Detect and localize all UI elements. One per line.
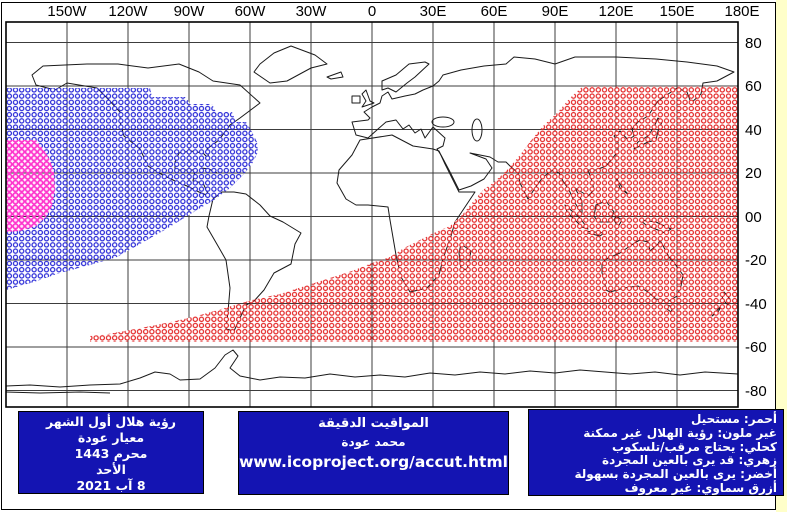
black-sea xyxy=(431,116,455,128)
lat-label: 20 xyxy=(745,165,762,182)
lon-label: 90W xyxy=(173,3,205,20)
lat-label: 40 xyxy=(745,121,762,139)
lon-label: 60W xyxy=(234,3,266,20)
visibility-regions xyxy=(6,86,738,342)
legend-box: أحمر: مستحيل غير ملون: رؤية الهلال غير م… xyxy=(528,409,784,496)
legend-uncolored: غير ملون: رؤية الهلال غير ممكنة xyxy=(583,425,777,440)
antarctica xyxy=(5,349,739,394)
outer-border xyxy=(1,2,776,510)
lon-label: 60E xyxy=(480,3,508,20)
south-america xyxy=(206,191,302,332)
info-month: محرم 1443 xyxy=(74,446,148,461)
legend-red: أحمر: مستحيل xyxy=(690,412,777,426)
right-side-strip xyxy=(776,0,787,512)
lat-label: 60 xyxy=(745,78,762,95)
iceland xyxy=(326,71,344,80)
author-name: محمد عودة xyxy=(341,435,406,449)
region-navy-telescope xyxy=(6,88,258,290)
lon-label: 30W xyxy=(295,3,327,20)
lat-label: -80 xyxy=(745,382,767,400)
legend-skyblue: أزرق سماوي: غير معروف xyxy=(624,480,777,495)
info-weekday: الأحد xyxy=(96,462,126,477)
lon-label: 30E xyxy=(419,3,447,20)
legend-pink: زهري: قد يرى بالعين المجردة xyxy=(602,453,777,468)
legend-navy: كحلي: يحتاج مرقب/تلسكوب xyxy=(611,439,777,454)
region-pink-naked-eye-maybe xyxy=(6,140,55,232)
lat-label: -60 xyxy=(745,339,767,356)
lat-label: -40 xyxy=(745,295,767,313)
region-red-impossible xyxy=(90,86,738,342)
info-title: رؤية هلال أول الشهر xyxy=(46,414,176,429)
lon-label: 90E xyxy=(541,3,569,20)
plot-border xyxy=(5,21,739,408)
lat-label: -20 xyxy=(745,252,767,269)
credit-box: المواقيت الدقيقة محمد عودة www.icoprojec… xyxy=(238,411,509,495)
scandinavia xyxy=(381,61,430,93)
info-date: 8 آب 2021 xyxy=(76,478,146,493)
lon-label: 150W xyxy=(47,3,87,20)
british-isles xyxy=(351,89,375,108)
program-name: المواقيت الدقيقة xyxy=(318,416,429,431)
lat-label: 00 xyxy=(745,208,762,226)
caspian-sea xyxy=(471,118,483,142)
website-url: www.icoproject.org/accut.html xyxy=(239,453,508,471)
lon-label: 120W xyxy=(108,3,148,20)
crescent-info-box: رؤية هلال أول الشهر معيار عودة محرم 1443… xyxy=(18,411,204,494)
lon-label: 120E xyxy=(598,3,634,20)
lat-label: 80 xyxy=(745,34,762,52)
lon-label: 150E xyxy=(659,3,695,20)
lon-label: 180E xyxy=(724,3,760,20)
greenland xyxy=(253,45,328,84)
legend-green: أخضر: يرى بالعين المجردة بسهولة xyxy=(574,467,777,482)
info-criterion: معيار عودة xyxy=(77,430,145,445)
lon-label: 0 xyxy=(367,3,377,20)
